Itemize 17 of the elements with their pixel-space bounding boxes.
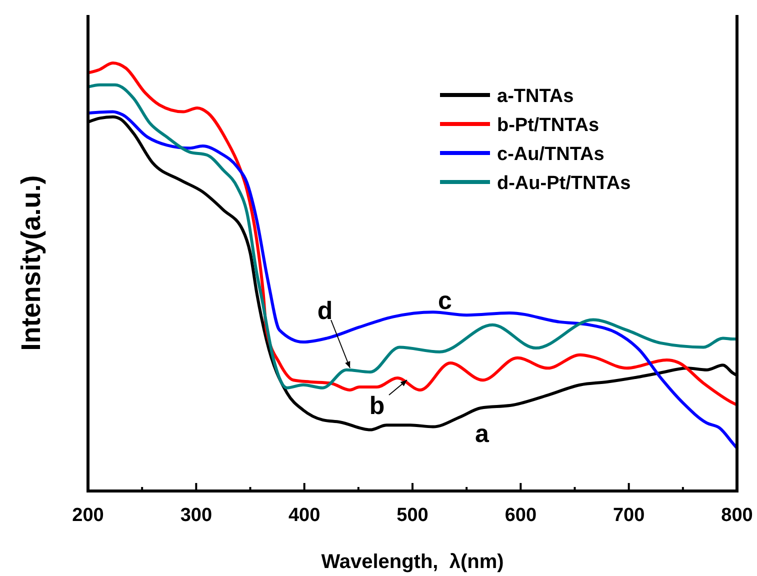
x-tick-label: 700 [612,505,645,526]
y-axis-title: Intensity(a.u.) [16,175,46,351]
annotation: d [317,297,333,325]
x-tick-label: 200 [72,505,104,526]
x-tick-label: 500 [396,505,428,526]
legend-label: b-Pt/TNTAs [497,115,600,136]
legend-label: a-TNTAs [497,86,574,107]
x-tick-label: 300 [180,505,212,526]
annotation: a [475,420,490,448]
x-axis-title: Wavelength, λ(nm) [321,551,504,573]
x-tick-label: 600 [504,505,537,526]
legend-label: c-Au/TNTAs [497,144,604,165]
annotation: c [438,287,452,315]
x-tick-label: 800 [721,505,753,526]
x-tick-label: 400 [288,505,320,526]
legend-label: d-Au-Pt/TNTAs [497,173,631,194]
annotation: b [369,392,385,420]
